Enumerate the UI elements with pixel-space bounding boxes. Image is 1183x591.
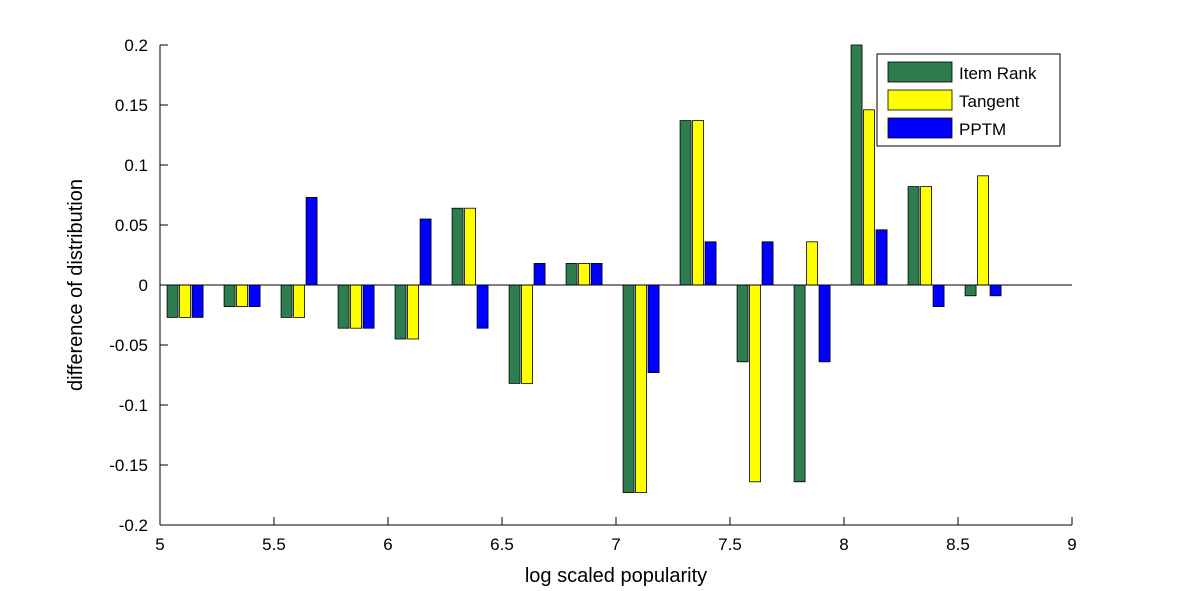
- bar-item-rank-13: [907, 186, 920, 286]
- bar-tangent-3: [350, 284, 362, 329]
- bar-item-rank-9: [679, 120, 692, 286]
- bar-pptm-9: [704, 241, 717, 286]
- legend-label-item-rank: Item Rank: [959, 64, 1037, 83]
- legend-swatch-tangent: [887, 89, 953, 111]
- x-tick-label-2: 6: [383, 535, 392, 554]
- bar-tangent-13: [920, 186, 932, 286]
- bar-tangent-8: [635, 284, 647, 494]
- bar-item-rank-0: [166, 284, 179, 318]
- bar-tangent-0: [179, 284, 191, 318]
- bar-tangent-14: [977, 175, 989, 286]
- x-tick-label-8: 9: [1067, 535, 1076, 554]
- legend: Item Rank Tangent PPTM: [876, 53, 1061, 147]
- bar-pptm-6: [533, 262, 546, 286]
- bar-tangent-4: [407, 284, 419, 340]
- y-tick-label-1: -0.15: [109, 456, 148, 475]
- bar-tangent-11: [806, 241, 818, 286]
- bar-tangent-10: [749, 284, 761, 483]
- legend-swatch-pptm: [887, 117, 953, 139]
- legend-swatch-item-rank: [887, 61, 953, 83]
- y-tick-label-6: 0.1: [124, 156, 148, 175]
- y-tick-label-8: 0.2: [124, 36, 148, 55]
- legend-label-pptm: PPTM: [959, 120, 1006, 139]
- bar-pptm-8: [647, 284, 660, 373]
- bar-pptm-2: [305, 196, 318, 286]
- bar-pptm-0: [191, 284, 204, 318]
- bar-pptm-12: [875, 229, 888, 286]
- legend-label-tangent: Tangent: [959, 92, 1020, 111]
- y-tick-label-2: -0.1: [119, 396, 148, 415]
- bar-tangent-6: [521, 284, 533, 384]
- bar-tangent-7: [578, 262, 590, 286]
- x-axis-label: log scaled popularity: [525, 565, 707, 587]
- bar-item-rank-5: [451, 207, 464, 286]
- bar-pptm-7: [590, 262, 603, 286]
- bar-pptm-13: [932, 284, 945, 308]
- bar-item-rank-6: [508, 284, 521, 384]
- bar-tangent-5: [464, 207, 476, 286]
- x-tick-label-6: 8: [839, 535, 848, 554]
- bar-pptm-10: [761, 241, 774, 286]
- bar-item-rank-1: [223, 284, 236, 308]
- y-tick-label-0: -0.2: [119, 516, 148, 535]
- bar-tangent-9: [692, 120, 704, 286]
- x-tick-label-7: 8.5: [946, 535, 970, 554]
- x-axis: 5 5.5 6 6.5 7 7.5 8 8.5 9: [155, 517, 1077, 554]
- y-tick-label-7: 0.15: [115, 96, 148, 115]
- y-tick-label-4: 0: [139, 276, 148, 295]
- bar-item-rank-3: [337, 284, 350, 329]
- bar-pptm-11: [818, 284, 831, 363]
- bar-tangent-2: [293, 284, 305, 318]
- bar-pptm-1: [248, 284, 261, 308]
- x-tick-label-1: 5.5: [262, 535, 286, 554]
- x-tick-label-4: 7: [611, 535, 620, 554]
- bar-pptm-5: [476, 284, 489, 329]
- y-axis-label: difference of distribution: [65, 179, 87, 391]
- bar-item-rank-2: [280, 284, 293, 318]
- y-tick-label-3: -0.05: [109, 336, 148, 355]
- bar-item-rank-10: [736, 284, 749, 363]
- bar-item-rank-8: [622, 284, 635, 494]
- bar-tangent-12: [863, 109, 875, 286]
- bar-item-rank-14: [964, 284, 977, 297]
- x-tick-label-5: 7.5: [718, 535, 742, 554]
- bar-pptm-3: [362, 284, 375, 329]
- bar-item-rank-12: [850, 44, 863, 286]
- bar-item-rank-7: [565, 262, 578, 286]
- x-tick-label-0: 5: [155, 535, 164, 554]
- bar-item-rank-11: [793, 284, 806, 483]
- y-axis: -0.2 -0.15 -0.1 -0.05 0 0.05 0.1 0.15 0.2: [109, 36, 168, 535]
- bars-layer: [166, 44, 1002, 494]
- x-tick-label-3: 6.5: [490, 535, 514, 554]
- y-tick-label-5: 0.05: [115, 216, 148, 235]
- bar-item-rank-4: [394, 284, 407, 340]
- bar-pptm-4: [419, 218, 432, 286]
- bar-tangent-1: [236, 284, 248, 308]
- bar-pptm-14: [989, 284, 1002, 297]
